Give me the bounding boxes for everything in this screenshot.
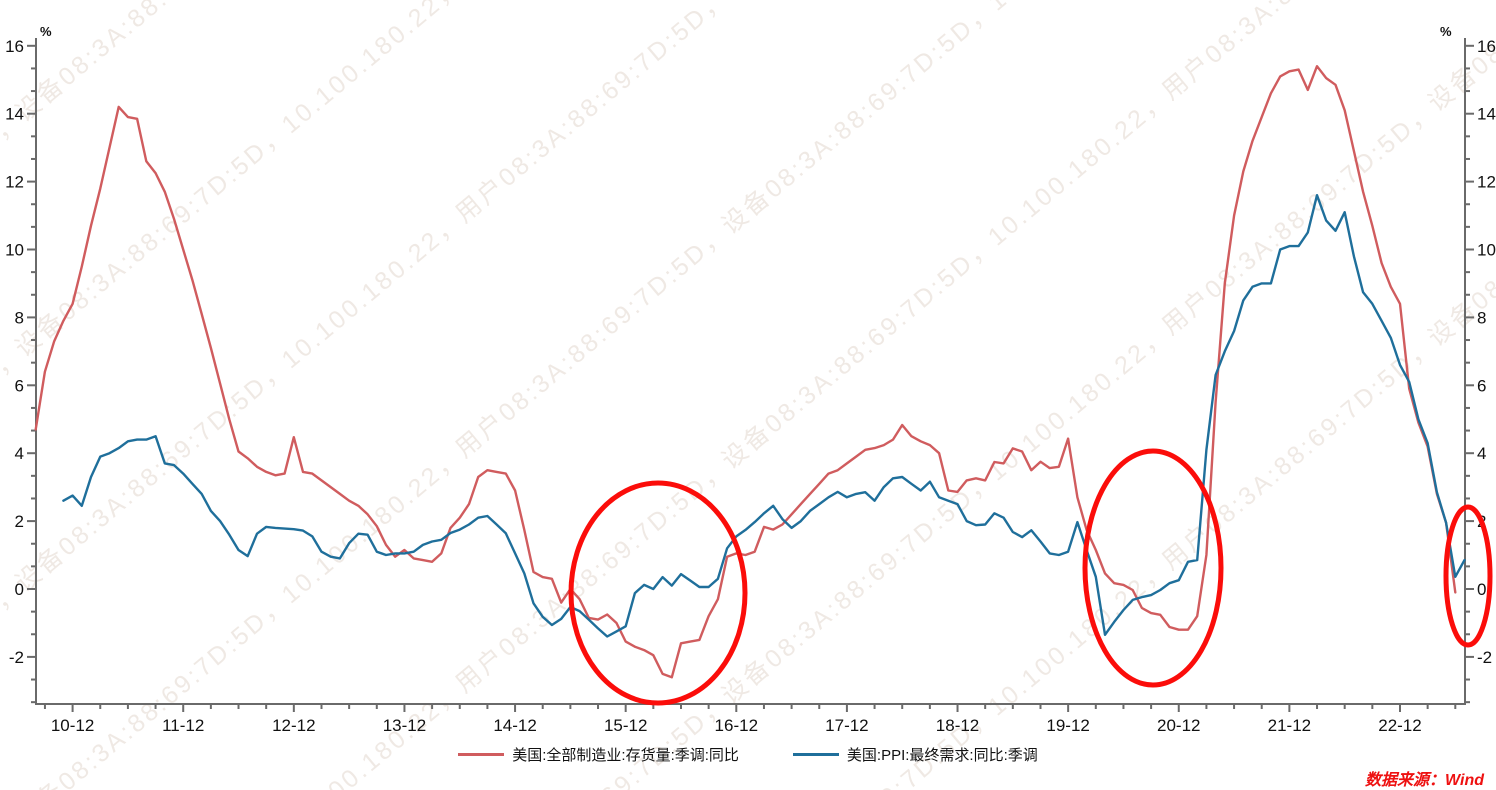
highlight-ellipse bbox=[1443, 504, 1493, 648]
svg-text:13-12: 13-12 bbox=[383, 716, 426, 735]
legend-item-inventory: 美国:全部制造业:存货量:季调:同比 bbox=[458, 744, 739, 765]
svg-text:20-12: 20-12 bbox=[1157, 716, 1200, 735]
svg-text:18-12: 18-12 bbox=[936, 716, 979, 735]
svg-text:2: 2 bbox=[15, 512, 24, 531]
svg-text:4: 4 bbox=[1477, 444, 1486, 463]
highlight-ellipse bbox=[1082, 448, 1224, 688]
svg-text:11-12: 11-12 bbox=[162, 716, 204, 735]
left-axis-unit-label: % bbox=[40, 24, 52, 39]
svg-text:8: 8 bbox=[1477, 308, 1486, 327]
legend: 美国:全部制造业:存货量:季调:同比 美国:PPI:最终需求:同比:季调 bbox=[0, 744, 1496, 765]
svg-text:14: 14 bbox=[5, 105, 24, 124]
svg-text:12: 12 bbox=[1477, 173, 1496, 192]
legend-label-ppi: 美国:PPI:最终需求:同比:季调 bbox=[846, 747, 1038, 764]
svg-text:6: 6 bbox=[1477, 376, 1486, 395]
svg-text:16: 16 bbox=[5, 37, 24, 56]
svg-text:17-12: 17-12 bbox=[825, 716, 868, 735]
right-axis-unit-label: % bbox=[1440, 24, 1452, 39]
svg-text:12: 12 bbox=[5, 173, 24, 192]
svg-text:-2: -2 bbox=[1477, 648, 1492, 667]
series-line bbox=[34, 64, 1457, 679]
svg-text:6: 6 bbox=[15, 376, 24, 395]
highlight-ellipse bbox=[568, 480, 748, 706]
svg-text:10-12: 10-12 bbox=[51, 716, 94, 735]
legend-item-ppi: 美国:PPI:最终需求:同比:季调 bbox=[792, 744, 1038, 765]
svg-text:22-12: 22-12 bbox=[1378, 716, 1421, 735]
legend-line-blue-icon bbox=[792, 753, 839, 756]
svg-text:8: 8 bbox=[15, 308, 24, 327]
svg-text:15-12: 15-12 bbox=[604, 716, 647, 735]
svg-text:10: 10 bbox=[5, 241, 24, 260]
data-source-note: 数据来源：Wind bbox=[1365, 772, 1484, 789]
svg-text:0: 0 bbox=[15, 580, 24, 599]
svg-text:12-12: 12-12 bbox=[272, 716, 315, 735]
svg-text:21-12: 21-12 bbox=[1268, 716, 1311, 735]
svg-text:16: 16 bbox=[1477, 37, 1496, 56]
legend-line-red-icon bbox=[458, 753, 505, 756]
svg-text:-2: -2 bbox=[9, 648, 24, 667]
svg-text:19-12: 19-12 bbox=[1046, 716, 1089, 735]
legend-label-inventory: 美国:全部制造业:存货量:季调:同比 bbox=[512, 747, 739, 764]
svg-text:10: 10 bbox=[1477, 241, 1496, 260]
svg-text:4: 4 bbox=[15, 444, 24, 463]
svg-text:14: 14 bbox=[1477, 105, 1496, 124]
series-line bbox=[62, 193, 1466, 638]
svg-text:0: 0 bbox=[1477, 580, 1486, 599]
svg-text:14-12: 14-12 bbox=[493, 716, 536, 735]
svg-text:16-12: 16-12 bbox=[715, 716, 758, 735]
